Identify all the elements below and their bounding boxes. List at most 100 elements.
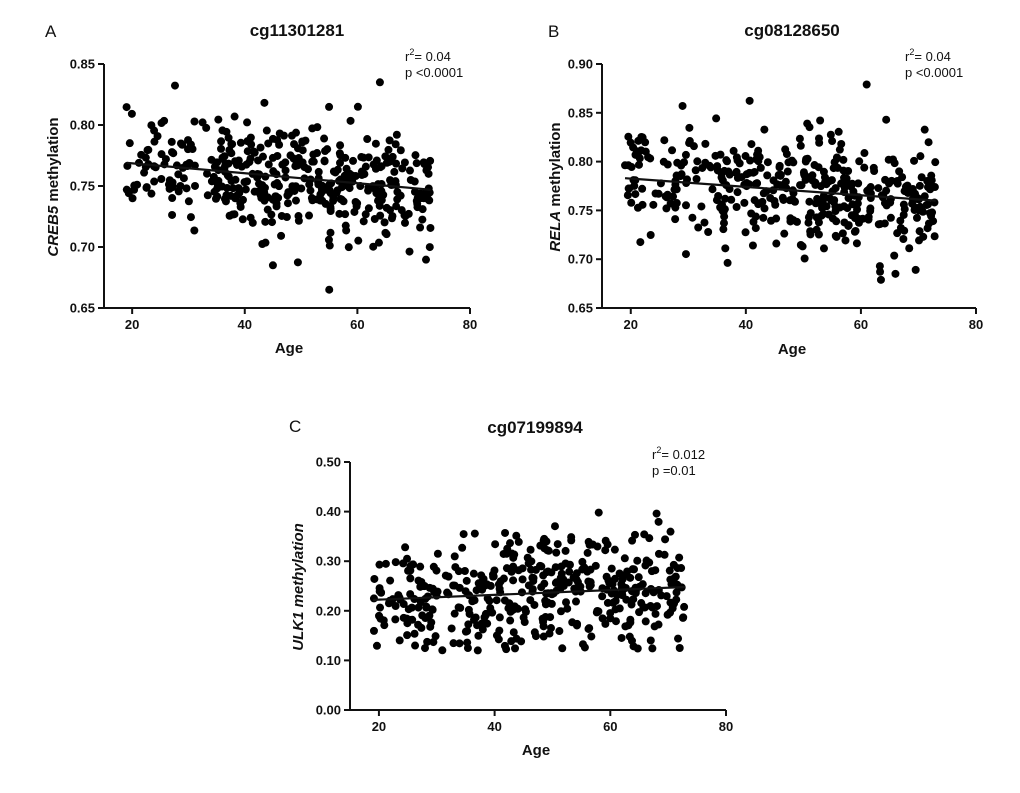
panel-b-point	[705, 161, 714, 170]
panel-a-point	[376, 211, 385, 220]
panel-b-point	[721, 244, 730, 253]
panel-a-point	[354, 236, 363, 245]
panel-c-point	[399, 600, 408, 609]
panel-c-point	[562, 598, 571, 607]
panel-a-point	[325, 102, 334, 111]
panel-a: A cg11301281 0.65 0.70 0.75 0.80 0.85 20 40 60 8…	[45, 21, 477, 357]
panel-b-point	[851, 226, 860, 235]
panel-b-point	[924, 219, 933, 228]
panel-a-title: cg11301281	[250, 21, 345, 40]
panel-c-point	[594, 508, 603, 517]
panel-b-point	[776, 170, 785, 179]
panel-c-point	[673, 564, 682, 573]
panel-b-point	[860, 149, 869, 158]
panel-c-point	[425, 583, 434, 592]
panel-c-point	[675, 553, 684, 562]
panel-c-point	[450, 552, 459, 561]
panel-c-point	[394, 591, 403, 600]
panel-b-point	[793, 217, 802, 226]
panel-c-point	[411, 641, 420, 650]
panel-c-r2-prefix: r	[652, 447, 657, 462]
panel-b-point	[916, 202, 925, 211]
panel-a-point	[236, 138, 245, 147]
panel-b-point	[740, 198, 749, 207]
panel-a-point	[165, 176, 174, 185]
panel-a-point	[418, 215, 427, 224]
panel-b-point	[689, 142, 698, 151]
panel-b-point	[876, 267, 885, 276]
panel-c-point	[571, 597, 580, 606]
panel-a-point	[421, 255, 430, 264]
panel-c-point	[518, 575, 527, 584]
panel-a-point	[233, 191, 242, 200]
panel-b-point	[750, 167, 759, 176]
panel-c-point	[410, 629, 419, 638]
panel-b-point	[742, 179, 751, 188]
panel-a-point	[308, 124, 317, 133]
panel-a-point	[241, 185, 250, 194]
panel-b-point	[624, 161, 633, 170]
panel-b-point	[654, 189, 663, 198]
panel-b-point	[623, 191, 632, 200]
panel-a-point	[353, 102, 362, 111]
panel-b-point	[796, 141, 805, 150]
panel-c-point	[557, 607, 566, 616]
panel-b-point	[745, 96, 754, 105]
panel-a-point	[379, 190, 388, 199]
panel-a-point	[309, 150, 318, 159]
panel-c-point	[481, 581, 490, 590]
panel-a-point	[256, 143, 265, 152]
panel-b-point	[782, 150, 791, 159]
panel-a-point	[410, 187, 419, 196]
panel-b-xtick-label: 40	[739, 317, 753, 332]
panel-c-point	[667, 580, 676, 589]
panel-a-point	[213, 184, 222, 193]
panel-c-r2-sup: 2	[656, 445, 661, 455]
panel-b-point	[890, 251, 899, 260]
panel-a-point	[294, 216, 303, 225]
panel-a-point	[157, 175, 166, 184]
panel-b-point	[741, 152, 750, 161]
panel-b-point	[860, 163, 869, 172]
panel-b-point	[825, 177, 834, 186]
panel-b-point	[722, 156, 731, 165]
panel-a-point	[351, 197, 360, 206]
panel-c-point	[406, 590, 415, 599]
panel-a-point	[411, 151, 420, 160]
panel-c-point	[502, 564, 511, 573]
panel-b-point	[660, 136, 669, 145]
panel-b-point	[763, 171, 772, 180]
panel-b-ylabel-gene: RELA	[547, 211, 564, 252]
panel-b-point	[924, 138, 933, 147]
panel-b-point	[814, 218, 823, 227]
panel-a-point	[377, 162, 386, 171]
panel-b-point	[826, 130, 835, 139]
panel-b-point	[723, 258, 732, 267]
panel-b-point	[903, 181, 912, 190]
panel-c-point	[641, 589, 650, 598]
panel-a-point	[220, 194, 229, 203]
panel-b-point	[729, 146, 738, 155]
panel-a-point	[422, 166, 431, 175]
panel-a-point	[218, 126, 227, 135]
panel-b-xtick-label: 20	[624, 317, 638, 332]
panel-b-point	[712, 114, 721, 123]
panel-a-point	[165, 184, 174, 193]
panel-c-point	[680, 602, 689, 611]
panel-c-point	[380, 621, 389, 630]
panel-a-point	[318, 185, 327, 194]
panel-c-point	[418, 611, 427, 620]
panel-a-point	[262, 126, 271, 135]
panel-c-point	[629, 595, 638, 604]
panel-a-r2-sup: 2	[409, 47, 414, 57]
panel-b-point	[920, 125, 929, 134]
panel-a-point	[397, 206, 406, 215]
panel-b-r2-value: = 0.04	[914, 49, 951, 64]
panel-b-ytick-label: 0.90	[568, 57, 593, 72]
panel-c-point	[469, 569, 478, 578]
panel-b-point	[773, 180, 782, 189]
panel-c-point	[584, 624, 593, 633]
panel-a-point	[190, 117, 199, 126]
panel-c-point	[489, 572, 498, 581]
panel-c-point	[633, 644, 642, 653]
